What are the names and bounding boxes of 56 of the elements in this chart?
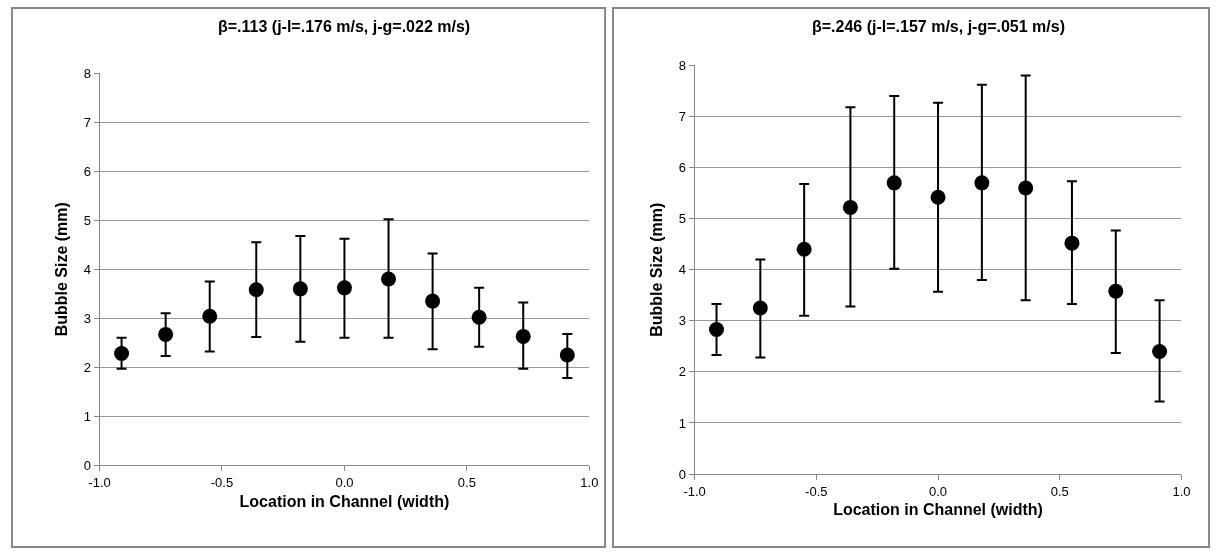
y-tick-label: 8: [678, 57, 687, 73]
x-tick-label: 1.0: [580, 474, 599, 490]
chart-title: β=.246 (j-l=.157 m/s, j-g=.051 m/s): [812, 18, 1066, 35]
y-tick-label: 3: [678, 313, 687, 329]
point: [158, 326, 174, 342]
y-tick-label: 1: [83, 408, 91, 424]
point: [559, 347, 575, 363]
point: [336, 280, 352, 296]
point: [1018, 180, 1034, 196]
x-tick-label: 0.0: [929, 483, 948, 499]
chart-title: β=.113 (j-l=.176 m/s, j-g=.022 m/s): [218, 18, 471, 35]
x-axis-title: Location in Channel (width): [239, 492, 450, 510]
y-axis-title: Bubble Size (mm): [647, 202, 665, 337]
y-tick-label: 8: [83, 65, 91, 81]
point: [1152, 343, 1168, 359]
y-tick-label: 3: [83, 310, 91, 326]
point: [974, 175, 990, 191]
y-tick-label: 1: [678, 415, 687, 431]
point: [471, 309, 487, 325]
x-tick-label: -0.5: [805, 483, 828, 499]
point: [796, 241, 812, 257]
point: [381, 271, 397, 287]
x-tick-label: 1.0: [1172, 483, 1191, 499]
x-tick-label: 0.0: [335, 474, 354, 490]
point: [515, 328, 531, 344]
y-tick-label: 2: [678, 364, 687, 380]
y-axis-title: Bubble Size (mm): [52, 202, 70, 337]
x-axis-title: Location in Channel (width): [833, 501, 1043, 519]
x-tick-label: -1.0: [88, 474, 111, 490]
y-tick-label: 7: [83, 114, 91, 130]
point: [752, 300, 768, 316]
x-tick-label: -1.0: [683, 483, 706, 499]
point: [292, 281, 308, 297]
x-tick-label: -0.5: [210, 474, 234, 490]
x-tick-label: 0.5: [457, 474, 476, 490]
point: [114, 346, 130, 362]
y-tick-label: 5: [83, 212, 91, 228]
y-tick-label: 6: [83, 163, 91, 179]
y-tick-label: 0: [678, 466, 687, 482]
point: [1108, 283, 1124, 299]
point: [930, 189, 946, 205]
point: [202, 308, 218, 324]
point: [709, 321, 725, 337]
point: [425, 293, 441, 309]
y-tick-label: 7: [678, 109, 687, 125]
point: [248, 282, 264, 298]
y-tick-label: 4: [678, 262, 687, 278]
x-tick-label: 0.5: [1050, 483, 1069, 499]
y-tick-label: 5: [678, 211, 687, 227]
y-tick-label: 6: [678, 160, 687, 176]
y-tick-label: 0: [83, 457, 91, 473]
point: [886, 175, 902, 191]
point: [842, 199, 858, 215]
y-tick-label: 4: [83, 261, 91, 277]
y-tick-label: 2: [83, 359, 91, 375]
point: [1064, 235, 1080, 251]
